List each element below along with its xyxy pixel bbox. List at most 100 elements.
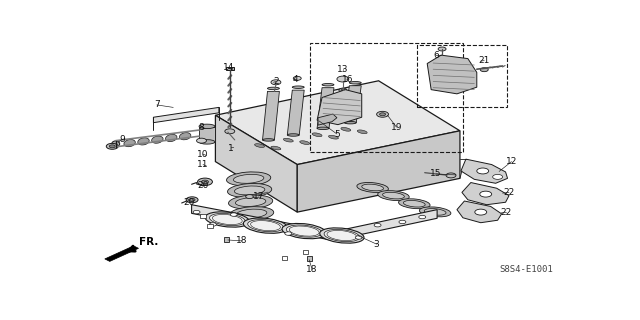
- Text: 4: 4: [293, 75, 299, 84]
- Circle shape: [376, 111, 388, 117]
- Ellipse shape: [287, 134, 300, 136]
- Text: 3: 3: [374, 240, 380, 249]
- Ellipse shape: [255, 144, 264, 148]
- Ellipse shape: [199, 124, 215, 129]
- Ellipse shape: [324, 229, 360, 242]
- Bar: [310, 43, 463, 152]
- Ellipse shape: [312, 133, 322, 137]
- Ellipse shape: [262, 139, 275, 141]
- Ellipse shape: [112, 141, 120, 147]
- Text: 9: 9: [119, 135, 125, 144]
- Ellipse shape: [234, 174, 264, 183]
- Text: 13: 13: [337, 65, 349, 74]
- Ellipse shape: [292, 86, 304, 88]
- Ellipse shape: [317, 127, 329, 130]
- Bar: [282, 256, 287, 260]
- Polygon shape: [461, 159, 508, 183]
- Ellipse shape: [205, 212, 250, 227]
- Circle shape: [339, 88, 347, 92]
- Circle shape: [438, 47, 446, 51]
- Ellipse shape: [227, 172, 271, 186]
- Text: 12: 12: [506, 157, 517, 166]
- Ellipse shape: [228, 183, 272, 197]
- Polygon shape: [344, 86, 361, 123]
- Text: 7: 7: [154, 100, 160, 109]
- Circle shape: [480, 191, 492, 197]
- Circle shape: [419, 215, 426, 219]
- Circle shape: [196, 138, 207, 143]
- Text: 20: 20: [197, 180, 209, 189]
- Ellipse shape: [349, 82, 361, 84]
- Circle shape: [230, 213, 237, 216]
- Circle shape: [337, 76, 349, 82]
- Circle shape: [189, 198, 195, 201]
- Text: 14: 14: [223, 63, 234, 72]
- Bar: [200, 214, 206, 218]
- Circle shape: [186, 197, 198, 203]
- Ellipse shape: [199, 140, 215, 144]
- Ellipse shape: [286, 225, 322, 237]
- Ellipse shape: [322, 84, 334, 86]
- Circle shape: [493, 174, 502, 179]
- Polygon shape: [297, 131, 460, 212]
- Text: 19: 19: [390, 123, 402, 132]
- Ellipse shape: [399, 199, 430, 209]
- Ellipse shape: [328, 135, 339, 139]
- Ellipse shape: [236, 209, 267, 218]
- Text: 18: 18: [236, 236, 248, 245]
- Circle shape: [198, 178, 212, 186]
- Ellipse shape: [138, 138, 149, 145]
- Circle shape: [106, 143, 118, 149]
- Text: 17: 17: [253, 192, 264, 201]
- Polygon shape: [191, 205, 437, 240]
- Circle shape: [271, 80, 281, 85]
- Ellipse shape: [124, 140, 135, 147]
- Ellipse shape: [271, 146, 281, 150]
- Ellipse shape: [209, 213, 245, 226]
- Ellipse shape: [243, 218, 287, 233]
- Text: 11: 11: [197, 160, 209, 169]
- Text: 6: 6: [433, 51, 439, 60]
- Ellipse shape: [152, 136, 163, 143]
- Ellipse shape: [362, 184, 383, 191]
- Circle shape: [399, 220, 406, 224]
- Circle shape: [193, 210, 200, 214]
- Text: 22: 22: [500, 208, 511, 217]
- Ellipse shape: [236, 197, 266, 206]
- Text: 21: 21: [479, 56, 490, 65]
- Circle shape: [246, 195, 253, 198]
- Ellipse shape: [234, 186, 265, 195]
- Circle shape: [209, 223, 216, 226]
- Text: 8: 8: [198, 123, 204, 132]
- Text: 5: 5: [334, 130, 340, 139]
- Ellipse shape: [320, 228, 364, 243]
- Polygon shape: [262, 92, 280, 140]
- Ellipse shape: [419, 207, 451, 217]
- Text: S8S4-E1001: S8S4-E1001: [499, 265, 553, 274]
- Ellipse shape: [248, 220, 284, 232]
- Bar: [307, 256, 312, 261]
- Circle shape: [225, 129, 235, 134]
- Polygon shape: [318, 114, 337, 125]
- Ellipse shape: [300, 141, 310, 145]
- Bar: [224, 237, 229, 242]
- Polygon shape: [216, 115, 297, 212]
- Polygon shape: [462, 182, 509, 205]
- Bar: [199, 127, 215, 142]
- Circle shape: [355, 236, 362, 239]
- Ellipse shape: [378, 191, 409, 201]
- Polygon shape: [457, 201, 502, 223]
- Ellipse shape: [166, 134, 177, 141]
- Ellipse shape: [403, 200, 425, 207]
- Text: 10: 10: [197, 150, 209, 159]
- Text: 20: 20: [184, 198, 195, 207]
- Circle shape: [202, 180, 209, 184]
- Ellipse shape: [268, 87, 280, 90]
- Bar: [226, 68, 234, 70]
- Circle shape: [374, 223, 381, 227]
- Ellipse shape: [228, 195, 273, 209]
- Text: 1: 1: [228, 144, 234, 153]
- Bar: [417, 44, 507, 108]
- Polygon shape: [216, 81, 460, 164]
- Ellipse shape: [341, 127, 351, 131]
